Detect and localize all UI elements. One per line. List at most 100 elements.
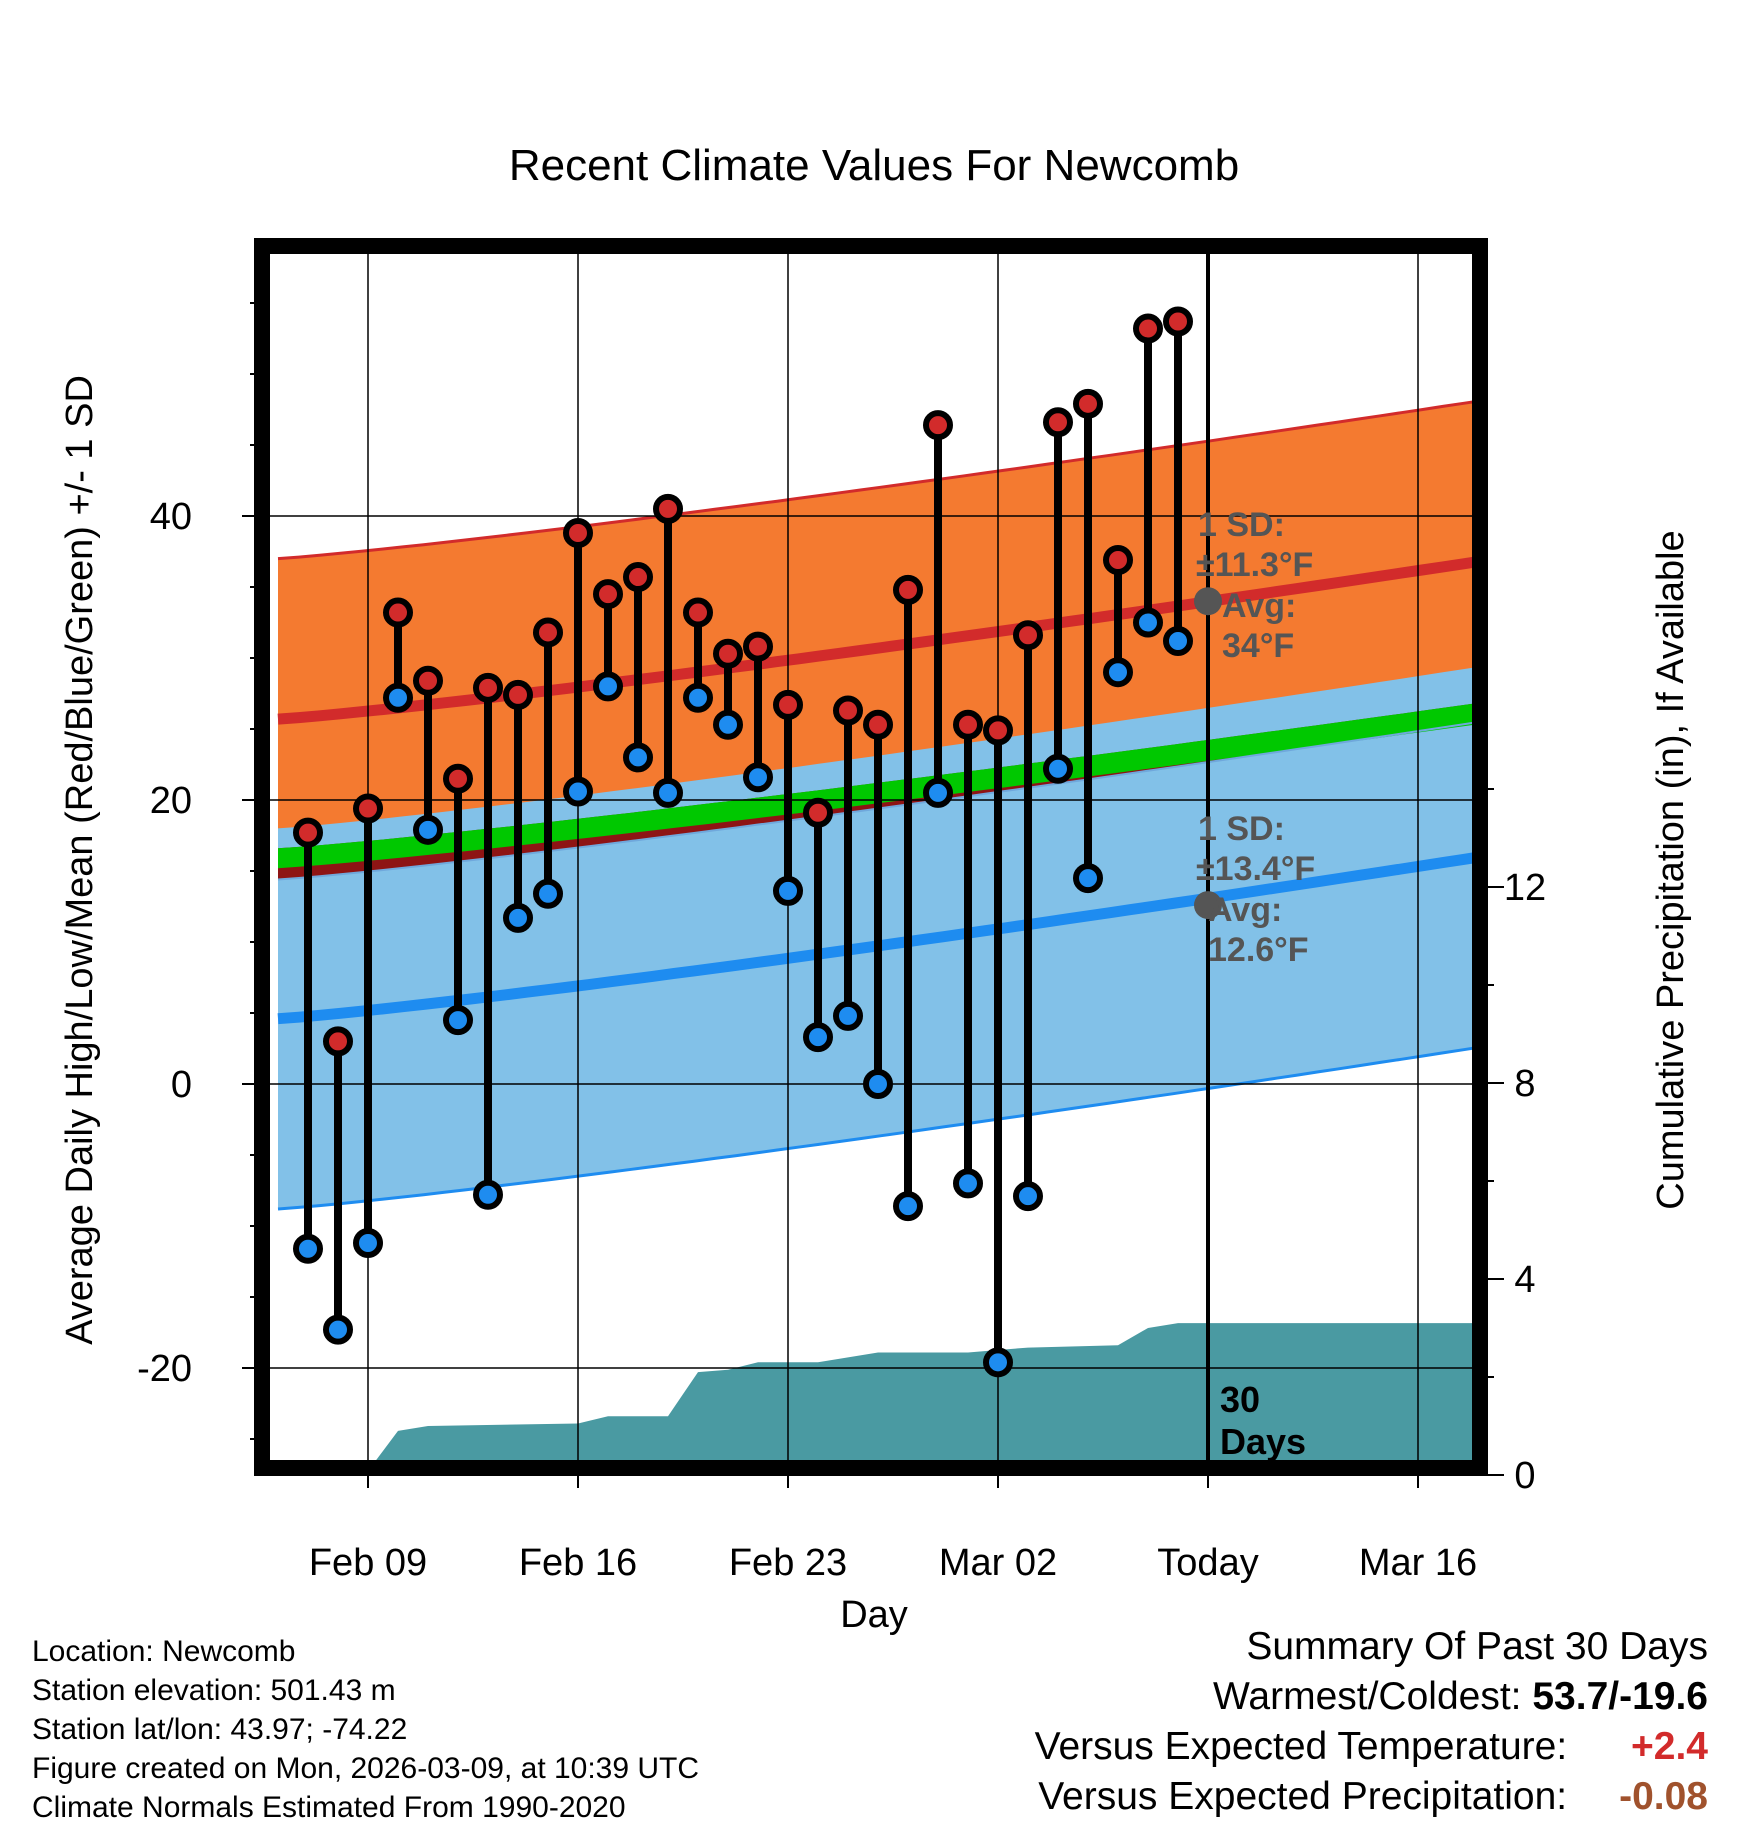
low-point	[743, 762, 773, 793]
day-observation	[743, 631, 773, 793]
day-observation	[713, 638, 743, 740]
high-point	[863, 709, 893, 740]
day-observation	[893, 574, 923, 1222]
high-point	[1163, 306, 1193, 337]
high-point	[473, 672, 503, 703]
high-point	[953, 709, 983, 740]
low-point	[593, 671, 623, 702]
right-tick-label: 12	[1504, 867, 1546, 909]
day-observation	[1073, 388, 1103, 894]
info-created: Figure created on Mon, 2026-03-09, at 10…	[32, 1752, 700, 1785]
info-location: Location: Newcomb	[32, 1635, 296, 1668]
low-point	[923, 777, 953, 808]
x-tick-label: Mar 02	[939, 1542, 1057, 1584]
high-point	[413, 665, 443, 696]
day-observation	[833, 695, 863, 1031]
left-tick-label: 40	[150, 496, 192, 538]
x-tick-label: Feb 16	[519, 1542, 637, 1584]
annotation-line: 1 SD:	[1198, 810, 1285, 848]
day-observation	[683, 597, 713, 713]
day-observation	[503, 679, 533, 933]
annotation-line: Avg:	[1222, 587, 1296, 625]
high-point	[743, 631, 773, 662]
annotation-line: 12.6°F	[1208, 931, 1309, 969]
low-point	[1103, 657, 1133, 688]
day-observation	[953, 709, 983, 1199]
low-point	[503, 902, 533, 933]
low-point	[443, 1005, 473, 1036]
low-point	[653, 777, 683, 808]
day-observation	[773, 689, 803, 906]
x-tick-label: Today	[1157, 1542, 1258, 1584]
day-observation	[1043, 407, 1073, 784]
high-point	[1073, 388, 1103, 419]
summary-precip-value: -0.08	[1619, 1775, 1708, 1818]
low-point	[683, 682, 713, 713]
high-point	[713, 638, 743, 669]
high-point	[893, 574, 923, 605]
x-axis-label: Day	[840, 1594, 908, 1636]
normals-bands	[277, 399, 1480, 1468]
high-point	[833, 695, 863, 726]
high-point	[923, 410, 953, 441]
low-point	[1043, 753, 1073, 784]
low-point	[323, 1314, 353, 1345]
plot-area: -20 0 20 40 0 4 8 12 Feb 09 Feb 16 Feb 23 Mar 02 Tod…	[137, 238, 1546, 1584]
left-tick-label: 20	[150, 780, 192, 822]
annotation-line: 34°F	[1222, 627, 1294, 665]
x-tick-label: Feb 09	[309, 1542, 427, 1584]
low-point	[893, 1191, 923, 1222]
left-tick-label: -20	[137, 1348, 192, 1390]
low-point	[353, 1228, 383, 1259]
summary-precip-label: Versus Expected Precipitation:	[1038, 1775, 1568, 1818]
left-axis-label: Average Daily High/Low/Mean (Red/Blue/Gr…	[59, 375, 101, 1345]
plot-frame	[254, 238, 1488, 1476]
left-axis: -20 0 20 40	[137, 302, 254, 1440]
today-low-avg-marker	[1194, 891, 1222, 920]
summary-warm-cold-row: Warmest/Coldest: 53.7/-19.6	[1035, 1672, 1708, 1722]
low-point	[833, 1000, 863, 1031]
summary-heading: Summary Of Past 30 Days	[1246, 1625, 1708, 1668]
right-tick-label: 0	[1514, 1455, 1535, 1497]
day-observation	[653, 493, 683, 808]
annotation-line: 1 SD:	[1198, 506, 1285, 544]
high-point	[683, 597, 713, 628]
day-observation	[323, 1026, 353, 1345]
high-point	[383, 597, 413, 628]
high-point	[293, 817, 323, 848]
high-point	[983, 715, 1013, 746]
low-point	[1133, 607, 1163, 638]
day-observation	[473, 672, 503, 1210]
low-point	[803, 1022, 833, 1053]
x-tick-label: Feb 23	[729, 1542, 847, 1584]
high-sd-upper-line	[277, 399, 1480, 561]
info-normals: Climate Normals Estimated From 1990-2020	[32, 1791, 626, 1824]
day-observation	[533, 617, 563, 909]
day-observation	[443, 763, 473, 1036]
day-observation	[863, 709, 893, 1099]
observations	[293, 306, 1193, 1378]
annotation-line: Avg:	[1208, 891, 1282, 929]
days-label: 30	[1220, 1379, 1260, 1420]
high-point	[653, 493, 683, 524]
left-tick-label: 0	[171, 1064, 192, 1106]
day-observation	[353, 793, 383, 1259]
low-point	[413, 814, 443, 845]
low-point	[953, 1168, 983, 1199]
high-point	[773, 689, 803, 720]
high-point	[443, 763, 473, 794]
day-observation	[383, 597, 413, 713]
low-point	[983, 1347, 1013, 1378]
high-point	[623, 562, 653, 593]
low-point	[533, 878, 563, 909]
summary-precip-row: Versus Expected Precipitation: -0.08	[1035, 1772, 1708, 1822]
high-point	[563, 518, 593, 549]
day-observation	[623, 562, 653, 773]
low-point	[293, 1233, 323, 1264]
low-point	[1073, 863, 1103, 894]
summary-warm-cold-label: Warmest/Coldest:	[1213, 1675, 1522, 1718]
low-point	[713, 709, 743, 740]
summary-temp-row: Versus Expected Temperature: +2.4	[1035, 1722, 1708, 1772]
